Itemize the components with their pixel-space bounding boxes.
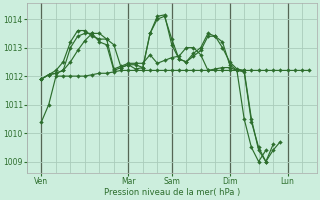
X-axis label: Pression niveau de la mer( hPa ): Pression niveau de la mer( hPa ) <box>104 188 240 197</box>
